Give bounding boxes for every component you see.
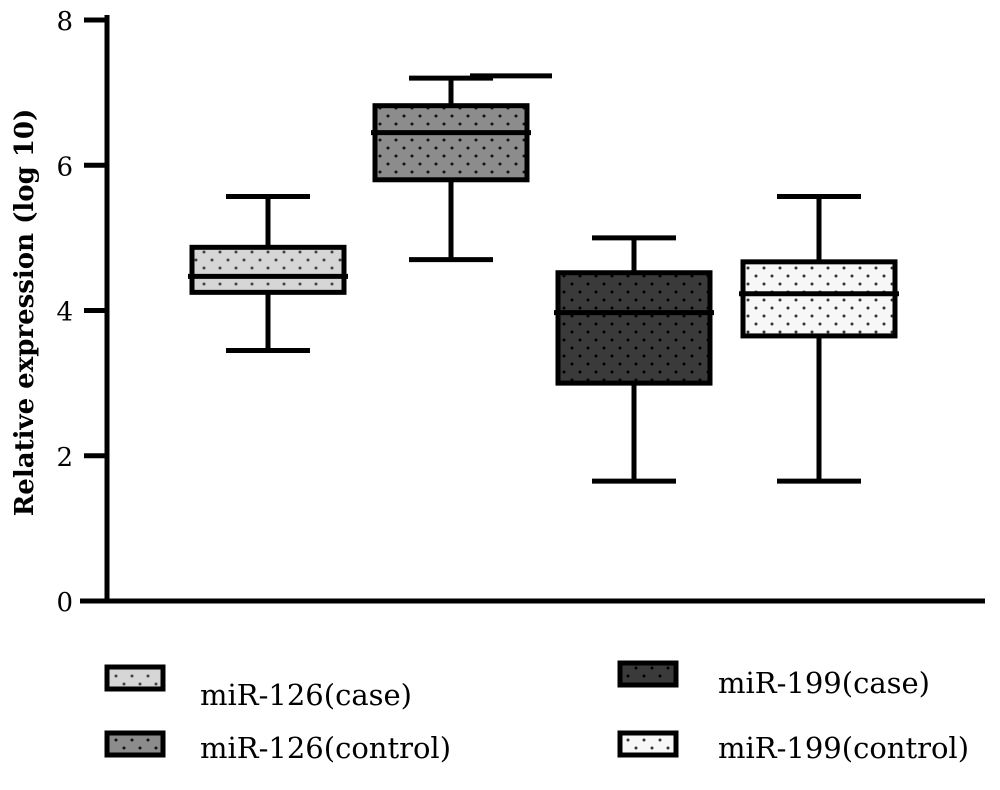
legend-swatch (617, 660, 679, 688)
y-tick-label: 0 (56, 588, 73, 618)
legend-swatch (617, 730, 679, 758)
y-tick-label: 6 (56, 152, 73, 182)
legend-item: miR-126(case) (104, 664, 412, 712)
legend-label: miR-199(control) (718, 731, 969, 765)
boxes (188, 75, 899, 484)
y-tick-label: 2 (56, 443, 73, 473)
box-iqr (740, 259, 898, 339)
legend-label: miR-126(control) (200, 731, 451, 765)
legend: miR-126(case) miR-126(control) miR-199(cas… (104, 660, 969, 765)
legend-label: miR-126(case) (200, 678, 412, 712)
legend-item: miR-126(control) (104, 730, 451, 765)
box-0 (188, 193, 348, 353)
box-3 (739, 193, 899, 484)
legend-swatch (104, 664, 166, 692)
axes: 0 2 4 6 8 Relative expression (log 10) (10, 7, 985, 618)
box-iqr (555, 270, 713, 386)
box-iqr (189, 244, 347, 295)
y-tick-label: 8 (56, 7, 73, 37)
legend-label: miR-199(case) (718, 666, 930, 700)
y-tick-label: 4 (56, 298, 73, 328)
legend-swatch (104, 730, 166, 758)
box-1 (371, 75, 531, 263)
legend-item: miR-199(control) (617, 730, 969, 765)
box-iqr (372, 103, 530, 183)
box-2 (554, 235, 714, 484)
legend-item: miR-199(case) (617, 660, 930, 700)
y-axis-label: Relative expression (log 10) (10, 109, 40, 517)
